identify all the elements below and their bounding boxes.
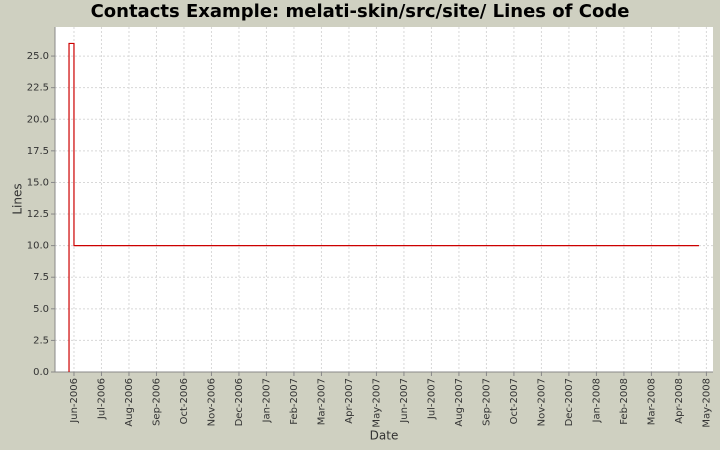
x-tick-label: Oct-2007 [509, 378, 520, 424]
data-line [68, 42, 699, 372]
x-tick-label: Mar-2007 [316, 378, 327, 425]
y-tick-label: 2.5 [33, 335, 49, 346]
x-tick-label: Jan-2008 [591, 378, 602, 423]
x-tick-label: Jun-2006 [69, 378, 80, 424]
chart-title: Contacts Example: melati-skin/src/site/ … [91, 1, 630, 22]
y-tick-label: 7.5 [33, 272, 49, 283]
y-axis-label: Lines [11, 183, 25, 214]
x-tick-label: Aug-2006 [124, 378, 135, 427]
x-tick-label: Jul-2007 [426, 378, 437, 420]
y-tick-label: 5.0 [33, 304, 49, 315]
x-tick-label: Nov-2007 [536, 378, 547, 426]
x-tick-label: Sep-2007 [481, 378, 492, 426]
x-tick-label: Aug-2007 [454, 378, 465, 427]
x-tick-label: Apr-2008 [674, 378, 685, 424]
x-tick-label: May-2008 [701, 378, 712, 428]
y-tick-label: 10.0 [27, 241, 49, 252]
y-tick-label: 17.5 [27, 146, 49, 157]
x-tick-label: May-2007 [371, 378, 382, 428]
x-axis-label: Date [370, 429, 399, 443]
x-tick-label: Jul-2006 [96, 378, 107, 420]
x-tick-label: Apr-2007 [344, 378, 355, 424]
x-tick-label: Dec-2007 [564, 378, 575, 426]
x-tick-label: Dec-2006 [234, 378, 245, 426]
y-tick-label: 0.0 [33, 367, 49, 378]
x-tick-label: Feb-2007 [289, 378, 300, 425]
x-tick-label: Jan-2007 [261, 378, 272, 423]
x-tick-label: Sep-2006 [151, 378, 162, 426]
y-tick-label: 25.0 [27, 51, 49, 62]
plot-area [55, 27, 713, 372]
y-tick-label: 15.0 [27, 177, 49, 188]
x-tick-label: Feb-2008 [619, 378, 630, 425]
y-tick-label: 20.0 [27, 114, 49, 125]
x-tick-label: Mar-2008 [646, 378, 657, 425]
x-tick-label: Oct-2006 [179, 378, 190, 424]
x-tick-label: Nov-2006 [206, 378, 217, 426]
x-tick-label: Jun-2007 [399, 378, 410, 424]
y-tick-label: 22.5 [27, 83, 49, 94]
y-tick-label: 12.5 [27, 209, 49, 220]
